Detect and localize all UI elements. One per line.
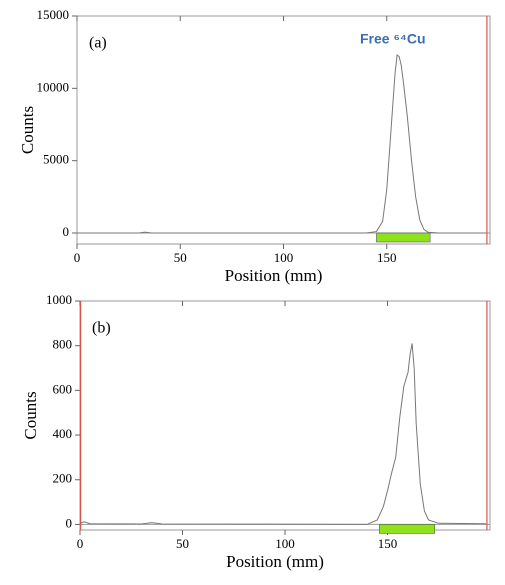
y-axis-title: Counts: [18, 106, 37, 154]
y-tick-label: 5000: [43, 152, 69, 167]
region: [376, 232, 431, 243]
y-tick-label: 400: [53, 426, 73, 441]
y-tick-label: 0: [66, 515, 73, 530]
y-tick-label: 200: [53, 471, 73, 486]
x-tick-label: 150: [378, 536, 398, 551]
x-tick-label: 100: [275, 536, 295, 551]
y-axis-title: Counts: [21, 391, 40, 439]
data-line: [77, 54, 486, 234]
x-axis-title: Position (mm): [226, 552, 324, 571]
y-tick-label: 600: [53, 381, 73, 396]
plot-frame: [76, 15, 491, 245]
x-tick-label: 100: [274, 250, 294, 265]
panel-label: (a): [89, 35, 107, 52]
x-tick-label: 150: [377, 250, 397, 265]
x-tick-label: 50: [176, 536, 189, 551]
y-tick-label: 10000: [37, 79, 70, 94]
x-axis-title: Position (mm): [225, 266, 323, 285]
y-tick-label: 800: [53, 337, 73, 352]
x-tick-label: 50: [174, 250, 187, 265]
plot-frame: [79, 300, 491, 531]
y-tick-label: 15000: [37, 7, 70, 22]
panel-label: (b): [92, 320, 111, 337]
x-tick-label: 0: [77, 536, 84, 551]
annotation: Free ⁶⁴Cu: [360, 31, 426, 47]
y-tick-label: 1000: [46, 292, 72, 307]
x-tick-label: 0: [74, 250, 81, 265]
region: [379, 524, 435, 534]
y-tick-label: 0: [63, 224, 70, 239]
data-line: [79, 343, 486, 525]
